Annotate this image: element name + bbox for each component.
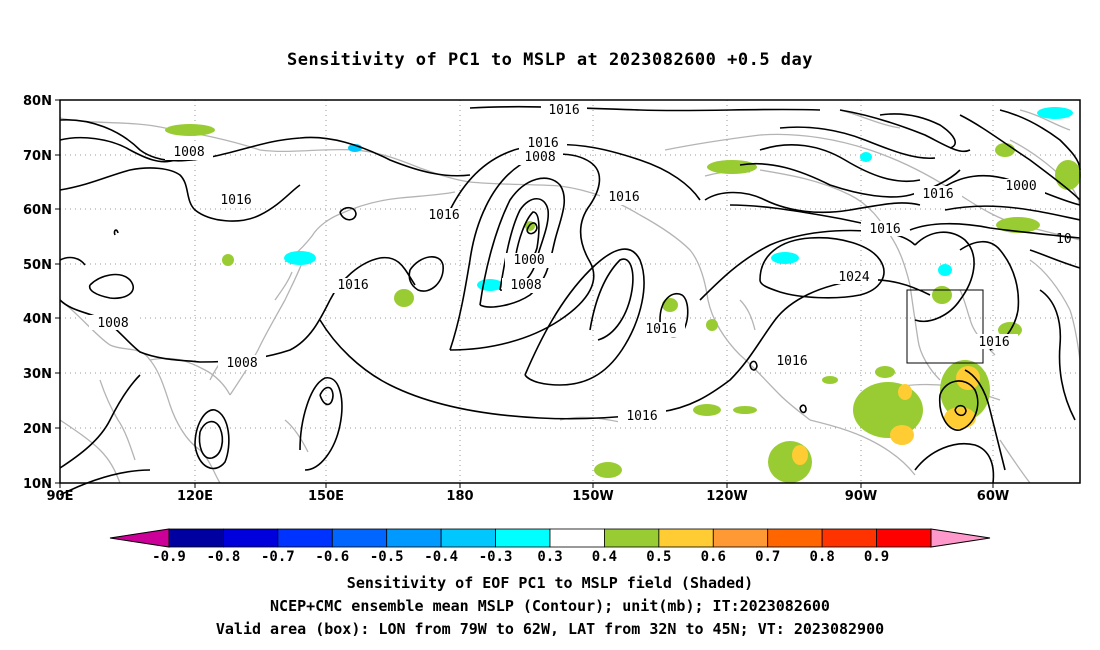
colorbar-label: -0.3 xyxy=(479,549,513,565)
contour-label: 1016 xyxy=(548,103,579,118)
lat-label: 60N xyxy=(23,203,52,218)
colorbar-label: 0.3 xyxy=(537,549,562,565)
colorbar: -0.9 -0.8 -0.7 -0.6 -0.5 -0.4 -0.3 0.3 0.4 0.5 0.6… xyxy=(109,528,991,565)
contour-label: 1016 xyxy=(428,208,459,223)
contour-label: 1008 xyxy=(510,278,541,293)
lon-label: 60W xyxy=(977,489,1009,504)
lon-label: 150W xyxy=(572,489,613,504)
colorbar-box xyxy=(277,528,333,548)
contour-label: 1008 xyxy=(97,316,128,331)
colorbar-label: -0.5 xyxy=(370,549,404,565)
contour-label: 1016 xyxy=(337,278,368,293)
colorbar-labels: -0.9 -0.8 -0.7 -0.6 -0.5 -0.4 -0.3 0.3 0.4 0.5 0.6… xyxy=(152,549,889,565)
colorbar-box xyxy=(331,528,388,548)
colorbar-box xyxy=(223,528,279,548)
lat-label: 80N xyxy=(23,94,52,109)
contour-label: 1008 xyxy=(173,145,204,160)
colorbar-box xyxy=(712,528,769,548)
lat-label: 20N xyxy=(23,422,52,437)
contour-label: 1016 xyxy=(626,409,657,424)
colorbar-box xyxy=(604,528,660,548)
colorbar-box xyxy=(440,528,496,548)
contour-label: 1016 xyxy=(527,136,558,151)
colorbar-label: -0.6 xyxy=(315,549,349,565)
colorbar-label: 0.9 xyxy=(864,549,889,565)
colorbar-box xyxy=(386,528,442,548)
colorbar-label: 0.6 xyxy=(701,549,726,565)
contour-label: 1016 xyxy=(776,354,807,369)
mslp-contours xyxy=(59,105,1081,496)
lat-label: 70N xyxy=(23,149,52,164)
latitude-labels: 80N 70N 60N 50N 40N 30N 20N 10N xyxy=(23,94,52,492)
caption-valid-area: Valid area (box): LON from 79W to 62W, L… xyxy=(215,620,885,638)
contour-label: 1024 xyxy=(838,270,869,285)
lon-label: 90W xyxy=(845,489,877,504)
colorbar-label: -0.8 xyxy=(207,549,241,565)
tick-marks xyxy=(55,99,994,488)
colorbar-label: -0.9 xyxy=(152,549,186,565)
lat-label: 30N xyxy=(23,367,52,382)
colorbar-label: 0.7 xyxy=(755,549,780,565)
colorbar-box xyxy=(549,528,605,548)
lon-label: 120E xyxy=(177,489,213,504)
colorbar-label: 0.4 xyxy=(592,549,617,565)
colorbar-box xyxy=(876,528,932,548)
sensitivity-shading xyxy=(165,107,1081,483)
contour-label: 10 xyxy=(1056,232,1072,247)
colorbar-boxes xyxy=(168,528,932,548)
valid-area-box xyxy=(906,289,984,364)
contour-labels: 1016 1016 1008 1008 1016 1016 1016 1000 … xyxy=(89,102,1072,424)
contour-label: 1008 xyxy=(226,356,257,371)
colorbar-label: -0.7 xyxy=(261,549,295,565)
contour-label: 1000 xyxy=(1005,179,1036,194)
lat-label: 40N xyxy=(23,312,52,327)
caption-contour: NCEP+CMC ensemble mean MSLP (Contour); u… xyxy=(270,597,830,615)
lat-label: 50N xyxy=(23,258,52,273)
colorbar-box xyxy=(767,528,823,548)
colorbar-box xyxy=(168,528,224,548)
colorbar-low-arrow xyxy=(109,528,170,548)
contour-label: 1016 xyxy=(922,187,953,202)
lat-label: 10N xyxy=(23,477,52,492)
colorbar-label: 0.5 xyxy=(646,549,671,565)
contour-label: 1016 xyxy=(978,335,1009,350)
lon-label: 180 xyxy=(446,489,473,504)
contour-label: 1016 xyxy=(869,222,900,237)
colorbar-label: 0.8 xyxy=(809,549,834,565)
colorbar-box xyxy=(658,528,714,548)
lon-label: 150E xyxy=(308,489,344,504)
colorbar-high-arrow xyxy=(930,528,991,548)
colorbar-label: -0.4 xyxy=(424,549,458,565)
contour-label: 1016 xyxy=(220,193,251,208)
contour-label: 1000 xyxy=(513,253,544,268)
longitude-labels: 90E 120E 150E 180 150W 120W 90W 60W xyxy=(47,489,1010,504)
colorbar-box xyxy=(821,528,877,548)
map-frame xyxy=(59,99,1081,484)
contour-label: 1016 xyxy=(608,190,639,205)
colorbar-box xyxy=(495,528,551,548)
lon-label: 120W xyxy=(706,489,747,504)
caption-shading: Sensitivity of EOF PC1 to MSLP field (Sh… xyxy=(346,574,754,592)
contour-label: 1008 xyxy=(524,150,555,165)
map-plot-area: 1016 1016 1008 1008 1016 1016 1016 1000 … xyxy=(59,99,1081,496)
lon-label: 90E xyxy=(47,489,74,504)
contour-label: 1016 xyxy=(645,322,676,337)
map-title: Sensitivity of PC1 to MSLP at 2023082600… xyxy=(286,50,813,70)
